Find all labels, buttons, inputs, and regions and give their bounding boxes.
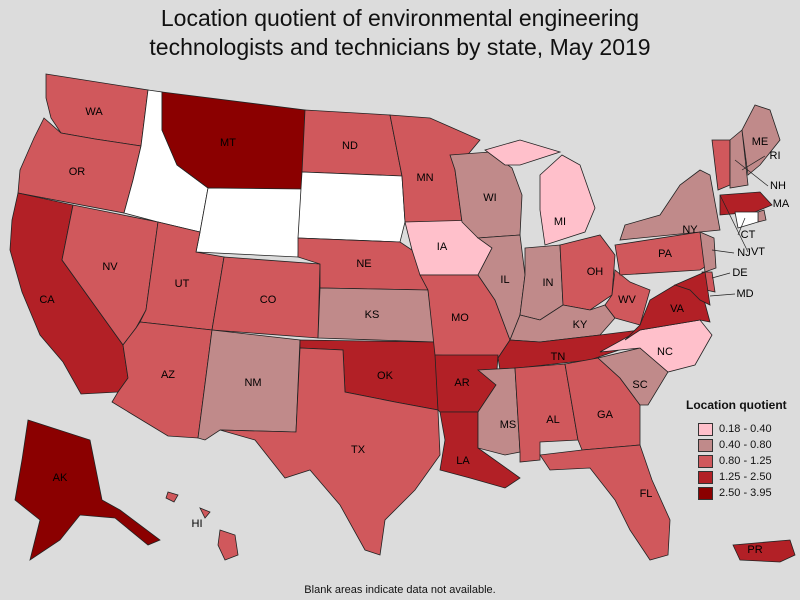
state-label-hi: HI (192, 518, 203, 530)
state-fl (539, 444, 671, 561)
state-label-mn: MN (416, 172, 433, 184)
state-vt (711, 139, 731, 191)
state-label-az: AZ (161, 369, 175, 381)
state-wv (604, 269, 651, 326)
legend-swatch (698, 486, 713, 500)
state-label-ri: RI (770, 150, 781, 162)
state-label-ar: AR (454, 377, 469, 389)
state-label-wv: WV (618, 294, 636, 306)
state-label-la: LA (456, 455, 470, 467)
state-label-ca: CA (39, 294, 55, 306)
state-label-il: IL (500, 274, 509, 286)
map-title-line-2: technologists and technicians by state, … (149, 34, 651, 60)
legend-swatch (698, 454, 713, 468)
state-label-mo: MO (451, 312, 469, 324)
legend-label: 0.18 - 0.40 (719, 423, 772, 435)
state-label-nh: NH (770, 180, 786, 192)
label-leader-line (737, 217, 746, 236)
legend-label: 1.25 - 2.50 (719, 471, 772, 483)
state-nh (729, 129, 749, 189)
legend-label: 0.40 - 0.80 (719, 439, 772, 451)
state-ct (734, 211, 759, 229)
state-ri (757, 209, 767, 223)
state-label-or: OR (69, 166, 86, 178)
legend-item: 0.40 - 0.80 (686, 437, 798, 453)
state-label-ok: OK (377, 370, 394, 382)
legend: Location quotient 0.18 - 0.40 0.40 - 0.8… (686, 398, 798, 501)
state-sd (297, 171, 406, 243)
state-label-ga: GA (597, 409, 614, 421)
legend-item: 0.80 - 1.25 (686, 453, 798, 469)
state-md (673, 271, 711, 306)
state-label-md: MD (736, 288, 753, 300)
state-label-ak: AK (53, 472, 68, 484)
state-label-in: IN (543, 277, 554, 289)
state-label-me: ME (752, 136, 769, 148)
state-label-pa: PA (658, 248, 673, 260)
state-tx (219, 347, 441, 556)
state-label-ks: KS (365, 309, 380, 321)
state-label-mt: MT (220, 137, 236, 149)
label-leader-line (711, 249, 735, 254)
legend-swatch (698, 422, 713, 436)
state-label-tn: TN (551, 351, 566, 363)
state-ak (14, 419, 161, 561)
state-label-ny: NY (682, 224, 698, 236)
state-label-nd: ND (342, 140, 358, 152)
state-label-pr: PR (747, 544, 762, 556)
state-label-vt: VT (751, 246, 765, 258)
state-label-ne: NE (356, 258, 371, 270)
legend-swatch (698, 438, 713, 452)
state-label-de: DE (732, 267, 747, 279)
state-ny (619, 169, 721, 241)
legend-title: Location quotient (686, 398, 787, 412)
state-label-co: CO (260, 294, 277, 306)
state-mi (484, 139, 596, 246)
legend-label: 2.50 - 3.95 (719, 487, 772, 499)
legend-swatch (698, 470, 713, 484)
map-title-line-1: Location quotient of environmental engin… (160, 5, 640, 31)
state-label-nv: NV (102, 261, 118, 273)
state-hi (165, 491, 239, 561)
legend-item: 2.50 - 3.95 (686, 485, 798, 501)
state-label-ut: UT (175, 278, 190, 290)
state-label-ma: MA (773, 198, 790, 210)
state-pr (732, 539, 796, 563)
legend-item: 1.25 - 2.50 (686, 469, 798, 485)
footnote: Blank areas indicate data not available. (304, 584, 496, 596)
legend-item: 0.18 - 0.40 (686, 421, 798, 437)
state-label-ia: IA (437, 241, 448, 253)
state-label-nj: NJ (737, 247, 750, 259)
state-label-tx: TX (351, 444, 366, 456)
state-label-nc: NC (657, 346, 673, 358)
state-pa (614, 231, 709, 276)
state-label-fl: FL (640, 488, 653, 500)
state-label-nm: NM (244, 377, 261, 389)
state-label-oh: OH (587, 266, 604, 278)
state-label-mi: MI (554, 216, 566, 228)
state-nj (699, 231, 717, 273)
state-label-ms: MS (500, 419, 517, 431)
state-wy (195, 187, 303, 258)
state-label-wa: WA (85, 106, 103, 118)
label-leader-line (711, 272, 731, 279)
state-label-al: AL (546, 414, 559, 426)
state-label-wi: WI (483, 192, 496, 204)
legend-label: 0.80 - 1.25 (719, 455, 772, 467)
state-label-ky: KY (573, 319, 588, 331)
state-ma (719, 191, 773, 216)
state-label-sc: SC (632, 379, 647, 391)
label-leader-line (719, 194, 749, 253)
map-title: Location quotient of environmental engin… (0, 4, 800, 62)
state-label-va: VA (670, 303, 685, 315)
label-leader-line (709, 293, 736, 297)
state-me (741, 104, 781, 176)
label-leader-line (734, 159, 769, 187)
label-leader-line (741, 155, 766, 171)
state-label-ct: CT (741, 229, 756, 241)
